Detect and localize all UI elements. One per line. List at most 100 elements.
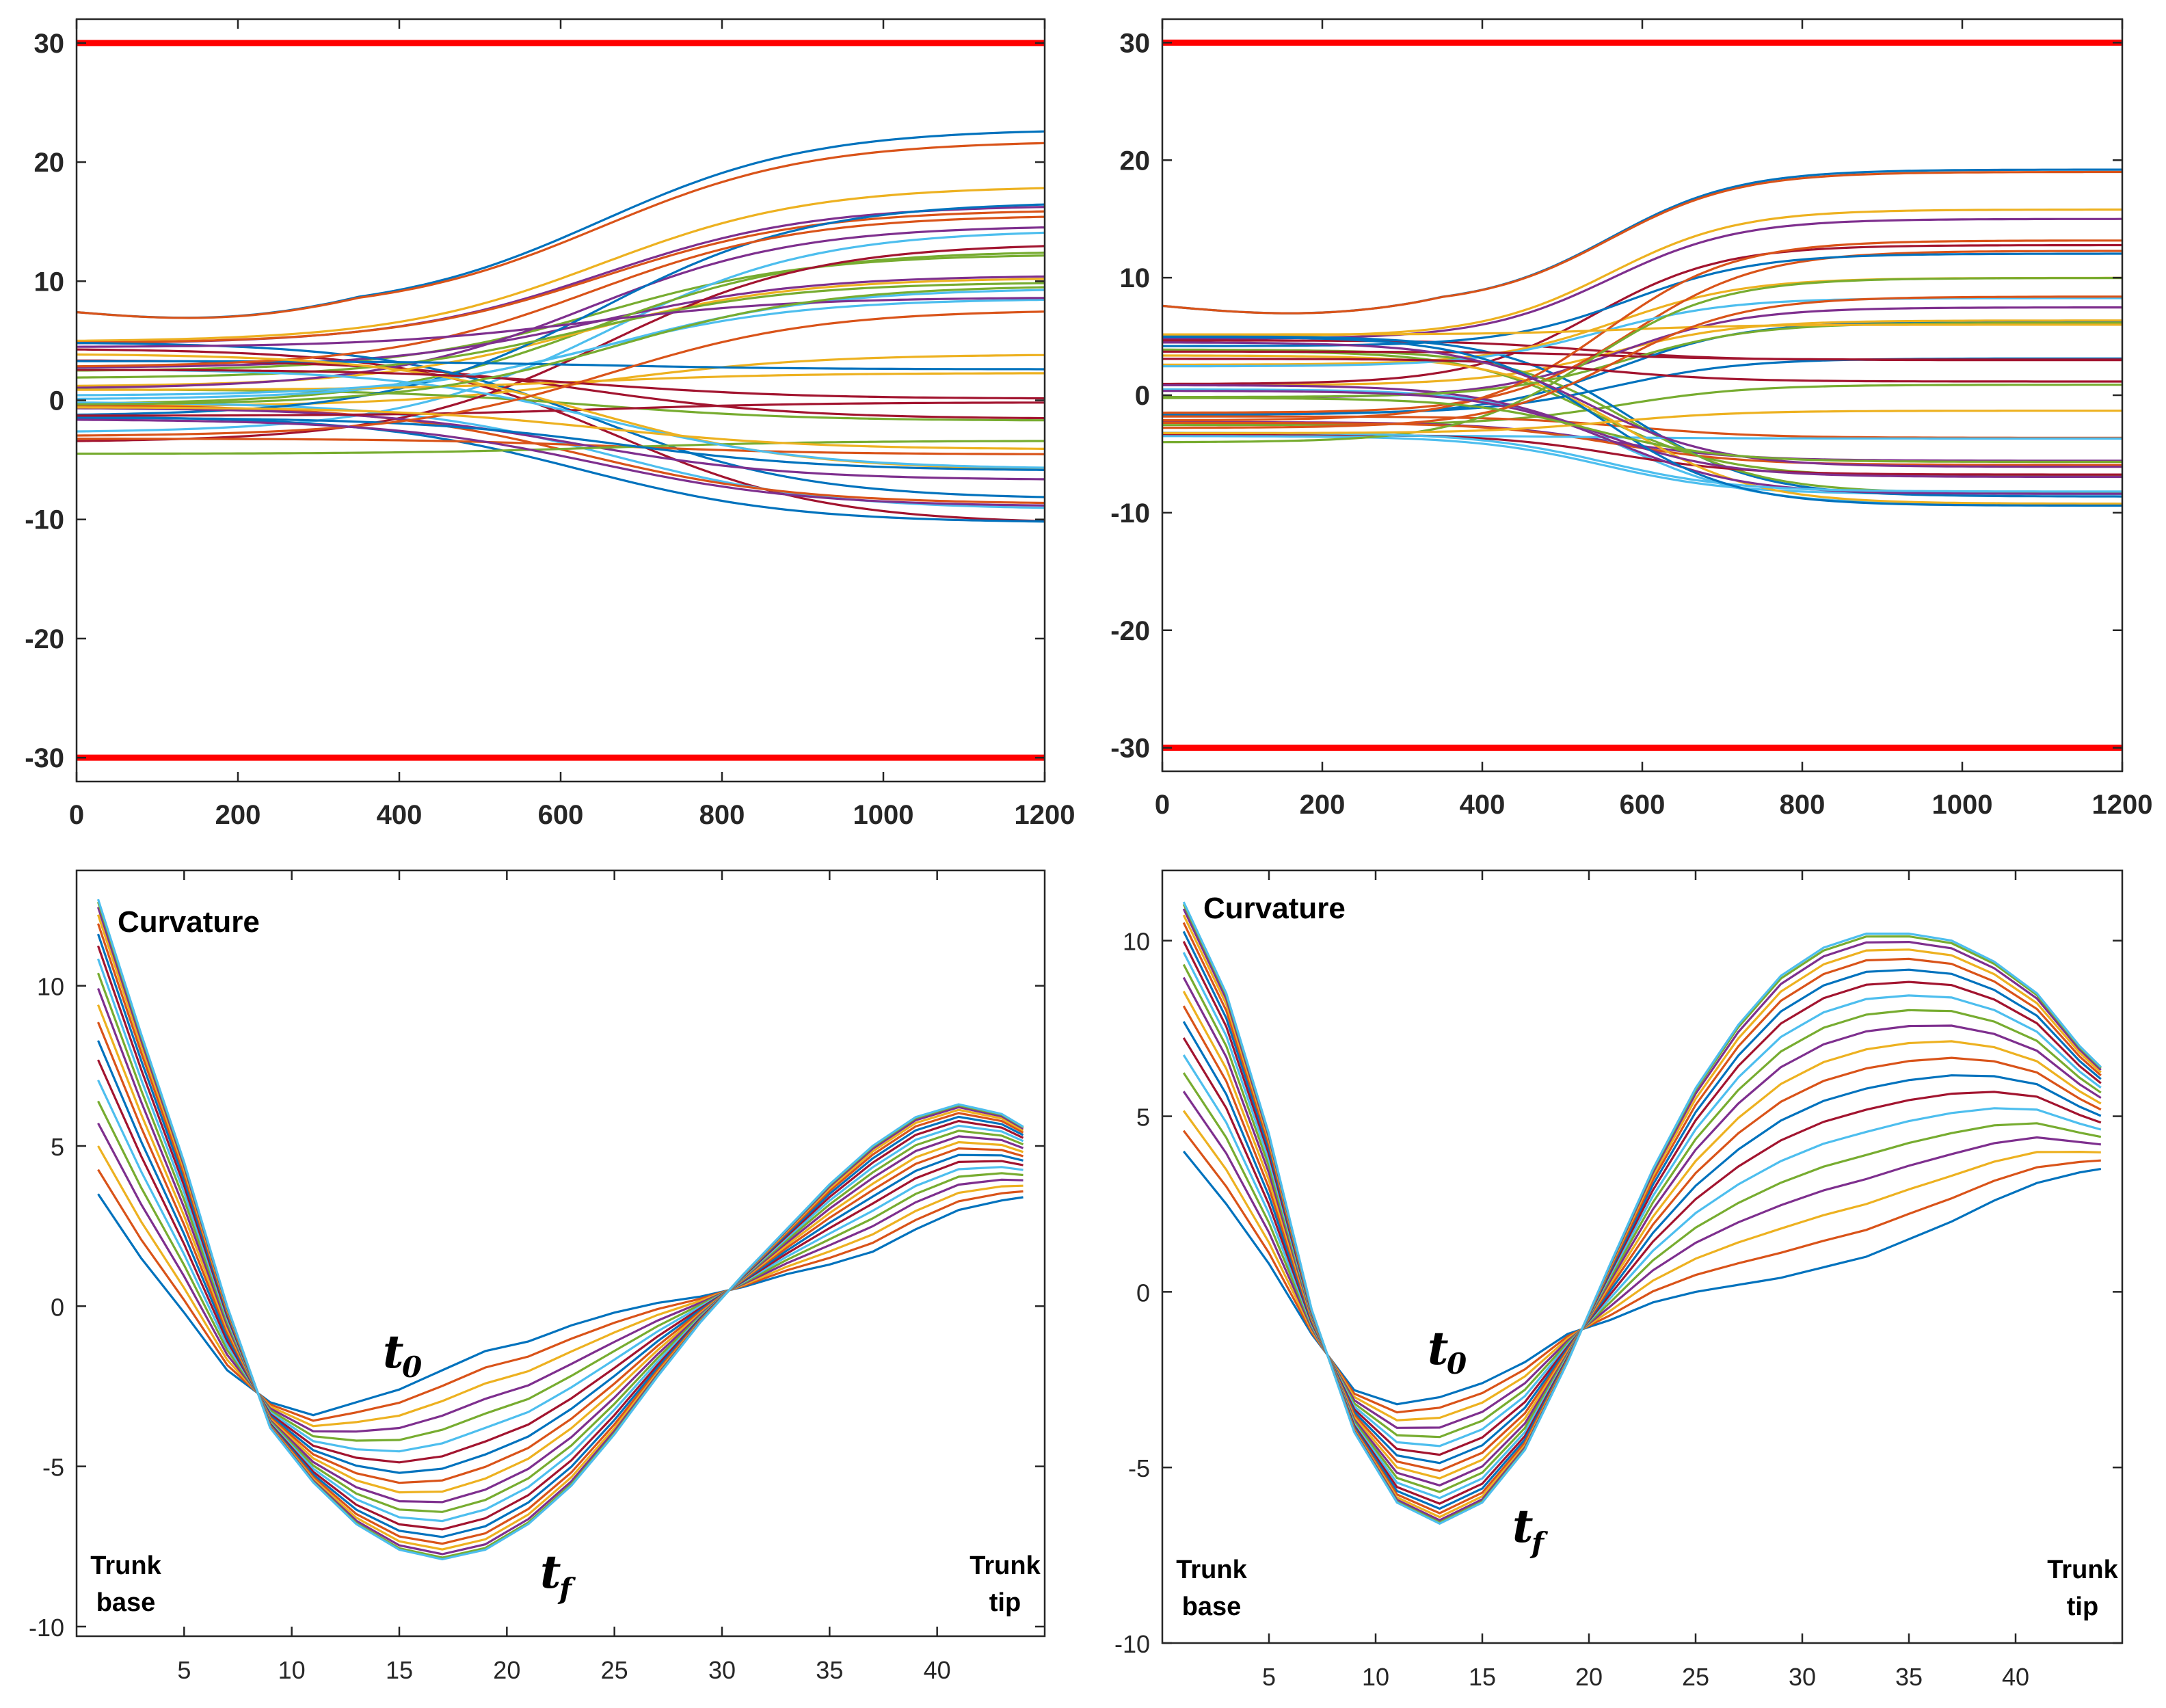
- y-tick-label: 10: [1123, 928, 1150, 956]
- series-line: [1162, 243, 2122, 386]
- x-tick-label: 200: [1300, 790, 1346, 820]
- series-line: [77, 418, 1045, 507]
- series-line: [1182, 991, 2102, 1480]
- x-tick-label: 35: [1895, 1663, 1923, 1691]
- trunk-tip-label: tip: [989, 1588, 1021, 1617]
- y-tick-label: 0: [49, 386, 64, 416]
- series-line: [77, 297, 1045, 348]
- y-tick-label: 5: [51, 1133, 64, 1161]
- series-line: [1162, 297, 2122, 368]
- series-line: [77, 231, 1045, 433]
- series-line: [77, 142, 1045, 319]
- series-line: [77, 348, 1045, 522]
- series-line: [77, 289, 1045, 397]
- y-tick-label: 0: [1136, 1279, 1150, 1307]
- x-tick-label: 1000: [853, 800, 914, 830]
- series-line: [77, 187, 1045, 342]
- y-tick-label: 30: [1120, 28, 1151, 58]
- chart-bottom-right: 5 10 15 20 25 30 35 401050-5-10Curvaturet0tfTru…: [1114, 869, 2124, 1691]
- x-tick-label: 1200: [1015, 800, 1075, 830]
- x-tick-label: 600: [1620, 790, 1666, 820]
- chart-bottom-left: 5 10 15 20 25 30 35 401050-5-10Curvaturet0tfTru…: [29, 869, 1046, 1684]
- t0-subscript: 0: [402, 1350, 422, 1384]
- series-line: [1162, 384, 2122, 479]
- y-tick-label: 5: [1136, 1104, 1150, 1132]
- trunk-base-label: Trunk: [90, 1551, 161, 1580]
- x-tick-label: 15: [386, 1656, 413, 1684]
- series-line: [97, 1080, 1024, 1453]
- y-tick-label: -10: [1110, 498, 1150, 529]
- series-line: [1162, 170, 2122, 315]
- series-line: [97, 1022, 1024, 1484]
- trunk-tip-label: Trunk: [2047, 1556, 2118, 1584]
- x-tick-label: 35: [816, 1656, 843, 1684]
- series-line: [1162, 208, 2122, 338]
- t0-label: t: [383, 1325, 404, 1378]
- series-line: [1162, 336, 2122, 507]
- y-tick-label: -5: [42, 1454, 64, 1482]
- series-line: [1182, 901, 2102, 1525]
- y-tick-label: -5: [1128, 1454, 1150, 1482]
- y-tick-label: 30: [34, 29, 65, 59]
- x-tick-label: 30: [1789, 1663, 1816, 1691]
- series-line: [97, 1059, 1024, 1464]
- x-tick-label: 800: [699, 800, 745, 830]
- series-line: [77, 406, 1045, 450]
- y-tick-label: 0: [51, 1293, 64, 1321]
- series-line: [1162, 277, 2122, 444]
- series-line: [1162, 252, 2122, 347]
- series-line: [77, 286, 1045, 405]
- series-line: [77, 342, 1045, 498]
- series-line: [77, 310, 1045, 437]
- y-tick-label: 20: [34, 148, 65, 178]
- y-tick-label: 10: [37, 973, 64, 1001]
- series-line: [1182, 1150, 2102, 1406]
- t0-subscript: 0: [1447, 1347, 1467, 1380]
- x-tick-label: 10: [278, 1656, 306, 1684]
- series-line: [77, 369, 1045, 400]
- series-group: [96, 898, 1024, 1561]
- x-tick-label: 400: [1460, 790, 1506, 820]
- y-tick-label: 0: [1135, 381, 1150, 411]
- t0-label: t: [1428, 1322, 1449, 1375]
- series-line: [77, 440, 1045, 455]
- series-line: [77, 282, 1045, 379]
- series-line: [96, 907, 1024, 1556]
- series-line: [97, 1040, 1024, 1474]
- trunk-base-label: Trunk: [1176, 1556, 1247, 1584]
- x-tick-label: 25: [601, 1656, 628, 1684]
- y-tick-label: -20: [25, 624, 64, 654]
- series-line: [1162, 358, 2122, 383]
- x-tick-label: 25: [1682, 1663, 1709, 1691]
- series-line: [77, 438, 1045, 455]
- axes-box: [1161, 18, 2124, 773]
- chart-top-right: 0 200 400 600 800 1000 1200 30 20 10 0 -10 -20 -30: [1110, 18, 2152, 820]
- series-line: [77, 407, 1045, 481]
- x-tick-label: 20: [1575, 1663, 1603, 1691]
- axes-box: [75, 869, 1046, 1638]
- y-tick-label: -20: [1110, 616, 1150, 646]
- series-line: [1162, 250, 2122, 414]
- series-line: [97, 1145, 1024, 1428]
- series-line: [96, 923, 1024, 1545]
- series-line: [97, 1169, 1024, 1422]
- series-group: [1162, 168, 2122, 507]
- tf-subscript: f: [557, 1572, 576, 1605]
- x-tick-label: 5: [177, 1656, 191, 1684]
- series-line: [1182, 1110, 2101, 1422]
- series-line: [1162, 384, 2122, 427]
- series-line: [97, 1004, 1024, 1494]
- y-tick-label: 10: [1120, 263, 1151, 293]
- series-line: [77, 251, 1045, 405]
- series-line: [1182, 1054, 2102, 1447]
- series-line: [77, 226, 1045, 389]
- y-tick-label: -10: [29, 1614, 64, 1642]
- series-line: [77, 210, 1045, 344]
- axes-box: [1161, 869, 2124, 1644]
- series-line: [77, 254, 1045, 372]
- trunk-base-label: base: [1182, 1592, 1242, 1621]
- x-tick-label: 0: [69, 800, 84, 830]
- series-line: [96, 898, 1024, 1561]
- x-tick-label: 30: [708, 1656, 736, 1684]
